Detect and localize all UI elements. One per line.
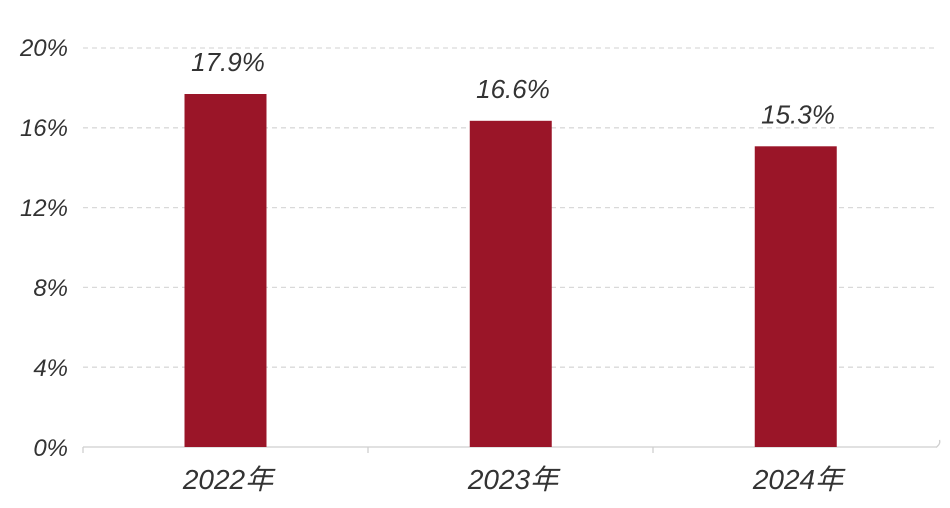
- svg-text:20%: 20%: [19, 35, 68, 62]
- svg-text:12%: 12%: [20, 195, 68, 222]
- svg-text:16%: 16%: [20, 115, 68, 142]
- svg-text:2023年: 2023年: [467, 464, 561, 495]
- svg-text:2022年: 2022年: [182, 464, 276, 495]
- svg-text:2024年: 2024年: [752, 464, 846, 495]
- svg-text:0%: 0%: [33, 435, 68, 462]
- svg-text:4%: 4%: [33, 355, 68, 382]
- svg-text:15.3%: 15.3%: [761, 100, 835, 130]
- svg-text:8%: 8%: [33, 275, 68, 302]
- svg-text:16.6%: 16.6%: [476, 74, 550, 104]
- svg-text:17.9%: 17.9%: [191, 47, 265, 77]
